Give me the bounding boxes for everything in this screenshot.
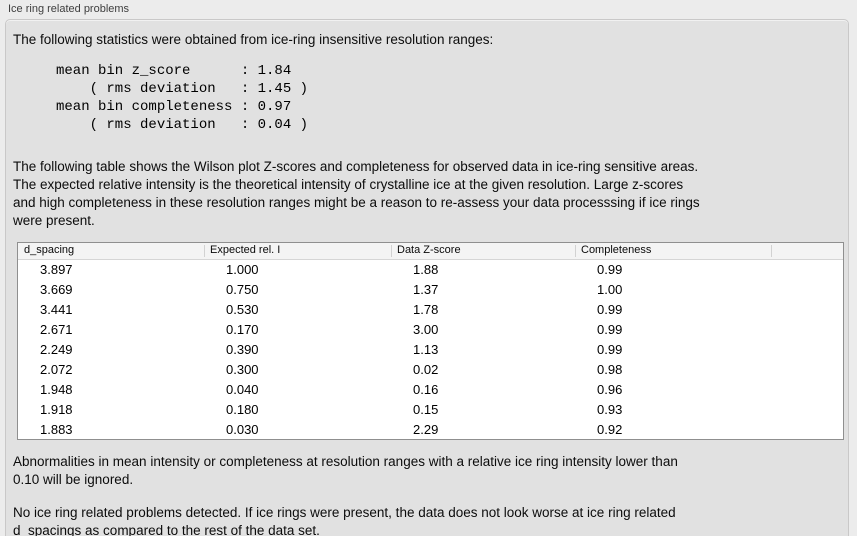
table-cell: 0.99: [597, 321, 623, 337]
table-cell-empty: [771, 259, 843, 279]
table-row[interactable]: 1.883 0.030 2.29 0.92: [18, 419, 843, 439]
table-cell: 0.99: [597, 301, 623, 317]
table-cell: 3.669: [40, 281, 73, 297]
table-cell: 1.000: [226, 261, 259, 277]
table-cell: 2.249: [40, 341, 73, 357]
table-row[interactable]: 2.249 0.390 1.13 0.99: [18, 339, 843, 359]
table-cell: 0.180: [226, 401, 259, 417]
table-cell: 1.918: [40, 401, 73, 417]
table-cell: 1.883: [40, 421, 73, 437]
groupbox-title: Ice ring related problems: [8, 3, 130, 15]
table-row[interactable]: 2.072 0.300 0.02 0.98: [18, 359, 843, 379]
ice-ring-table[interactable]: d_spacing Expected rel. I Data Z-score C…: [17, 242, 844, 440]
table-cell: 1.13: [413, 341, 439, 357]
table-cell: 0.300: [226, 361, 259, 377]
table-cell: 2.671: [40, 321, 73, 337]
stats-block: mean bin z_score : 1.84 ( rms deviation …: [56, 63, 309, 133]
table-row[interactable]: 1.918 0.180 0.15 0.93: [18, 399, 843, 419]
stats-intro-text: The following statistics were obtained f…: [13, 32, 494, 47]
table-cell: 0.98: [597, 361, 623, 377]
table-description-text: The following table shows the Wilson plo…: [13, 159, 700, 228]
table-cell: 0.92: [597, 421, 623, 437]
table-cell: 2.072: [40, 361, 73, 377]
table-cell: 1.00: [597, 281, 623, 297]
table-cell: 0.96: [597, 381, 623, 397]
table-cell: 0.530: [226, 301, 259, 317]
column-header-completeness[interactable]: Completeness: [575, 243, 771, 260]
table-cell: 1.37: [413, 281, 439, 297]
table-cell: 3.897: [40, 261, 73, 277]
table-cell-empty: [771, 399, 843, 419]
table-row[interactable]: 3.669 0.750 1.37 1.00: [18, 279, 843, 299]
table-cell: 0.170: [226, 321, 259, 337]
table-cell: 0.99: [597, 341, 623, 357]
table-cell-empty: [771, 299, 843, 319]
ice-ring-groupbox: The following statistics were obtained f…: [5, 19, 849, 536]
table-row[interactable]: 3.441 0.530 1.78 0.99: [18, 299, 843, 319]
column-header-empty: [771, 243, 843, 260]
table-cell: 3.441: [40, 301, 73, 317]
table-cell: 1.948: [40, 381, 73, 397]
table-cell: 0.15: [413, 401, 439, 417]
table-cell-empty: [771, 319, 843, 339]
column-header-d-spacing[interactable]: d_spacing: [18, 243, 204, 260]
conclusion-text: No ice ring related problems detected. I…: [13, 505, 676, 536]
table-cell: 1.88: [413, 261, 439, 277]
table-body: 3.897 1.000 1.88 0.99 3.669 0.750 1.37 1.00 3.44…: [18, 259, 843, 439]
table-cell: 3.00: [413, 321, 439, 337]
table-cell: 0.02: [413, 361, 439, 377]
table-cell: 0.030: [226, 421, 259, 437]
table-row[interactable]: 2.671 0.170 3.00 0.99: [18, 319, 843, 339]
table-cell-empty: [771, 379, 843, 399]
table-cell: 0.99: [597, 261, 623, 277]
table-cell-empty: [771, 419, 843, 439]
table-cell-empty: [771, 279, 843, 299]
table-cell: 0.390: [226, 341, 259, 357]
ignore-threshold-note-text: Abnormalities in mean intensity or compl…: [13, 454, 678, 487]
column-header-data-z-score[interactable]: Data Z-score: [391, 243, 575, 260]
table-row[interactable]: 3.897 1.000 1.88 0.99: [18, 259, 843, 279]
table-cell: 2.29: [413, 421, 439, 437]
table-cell: 0.16: [413, 381, 439, 397]
table-cell: 0.040: [226, 381, 259, 397]
table-cell: 0.93: [597, 401, 623, 417]
table-header-row: d_spacing Expected rel. I Data Z-score C…: [18, 243, 843, 260]
table-cell: 1.78: [413, 301, 439, 317]
table-cell-empty: [771, 339, 843, 359]
table-cell: 0.750: [226, 281, 259, 297]
table-cell-empty: [771, 359, 843, 379]
table-row[interactable]: 1.948 0.040 0.16 0.96: [18, 379, 843, 399]
column-header-expected-rel-i[interactable]: Expected rel. I: [204, 243, 391, 260]
